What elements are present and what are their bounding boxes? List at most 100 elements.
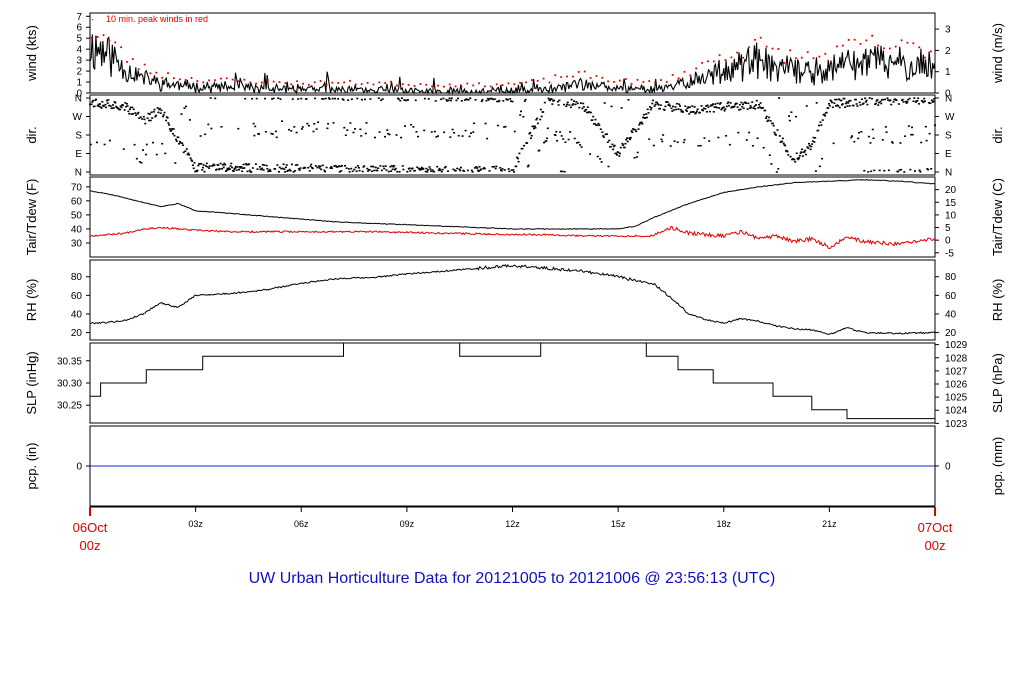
wind-dir-point (663, 109, 666, 111)
wind-dir-point (210, 127, 213, 130)
peak-wind-point (613, 81, 615, 83)
wind-dir-point (314, 97, 317, 100)
temp-panel (89, 176, 936, 258)
wind-dir-point (529, 132, 532, 134)
peak-wind-point (531, 79, 533, 81)
wind-dir-point (835, 98, 838, 101)
wind-dir-point (616, 154, 618, 156)
wind-dir-point (547, 97, 550, 100)
wind-dir-point (708, 140, 711, 142)
slp-left-tick-label: 30.25 (57, 401, 82, 412)
wind-dir-point (711, 104, 714, 107)
wind-dir-point (225, 170, 227, 172)
wind-dir-point (877, 104, 880, 106)
peak-wind-point (131, 58, 134, 60)
wind-dir-point (391, 168, 394, 171)
peak-wind-point (343, 81, 345, 84)
wind-dir-point (557, 104, 560, 106)
wind-dir-point (380, 99, 383, 102)
wind-dir-point (645, 113, 648, 115)
wind-dir-point (798, 155, 801, 157)
wind-left-tick-label: 7 (76, 12, 82, 23)
peak-wind-point (806, 51, 809, 54)
wind-dir-point (389, 165, 392, 168)
wind-dir-point (182, 151, 185, 154)
wind-dir-point (191, 160, 194, 162)
wind-dir-point (109, 105, 112, 107)
wind-dir-point (811, 143, 814, 145)
wind-dir-point (798, 157, 800, 159)
wind-dir-point (424, 170, 427, 173)
wind-dir-point (252, 122, 255, 125)
wind-dir-point (425, 167, 428, 170)
wind-dir-point (902, 101, 905, 103)
rh-left-label: RH (%) (24, 279, 39, 322)
wind-dir-point (170, 129, 173, 132)
wind-dir-point (738, 109, 741, 111)
wind-dir-point (320, 168, 323, 171)
wind-dir-point (831, 101, 834, 104)
wind-dir-point (775, 134, 777, 136)
peak-wind-point (501, 84, 504, 86)
temp-left-tick-label: 40 (71, 224, 83, 235)
wind-dir-point (235, 165, 237, 168)
wind-dir-point (530, 134, 533, 137)
wind-dir-point (319, 165, 322, 167)
slp-right-tick-label: 1027 (945, 366, 968, 377)
wind-dir-point (200, 163, 203, 165)
wind-dir-point (797, 158, 800, 161)
wind-dir-point (669, 145, 672, 147)
wind-dir-point (725, 135, 728, 137)
wind-dir-point (747, 102, 750, 105)
wind-dir-point (278, 171, 280, 173)
wind-dir-point (233, 168, 236, 171)
wind-dir-point (566, 103, 568, 106)
wind-dir-point (117, 107, 120, 110)
wind-dir-point (609, 145, 612, 148)
wind-dir-point (449, 136, 452, 138)
wind-dir-point (626, 140, 629, 143)
wind-dir-point (573, 137, 576, 140)
wind-dir-point (503, 169, 506, 171)
wind-dir-point (133, 143, 136, 146)
wind-dir-point (443, 131, 446, 134)
wind-dir-point (276, 164, 279, 166)
wind-dir-point (610, 105, 613, 108)
wind-dir-point (911, 133, 914, 136)
wind-dir-point (728, 104, 731, 107)
wind-dir-point (820, 124, 823, 126)
wind-dir-point (849, 99, 852, 102)
wind-dir-point (181, 144, 184, 146)
wind-dir-point (318, 167, 321, 169)
wind-dir-point (178, 140, 181, 143)
wind-dir-point (331, 167, 333, 169)
peak-wind-point (495, 83, 498, 86)
peak-wind-point (296, 80, 298, 83)
wind-dir-point (410, 123, 413, 126)
wind-dir-point (98, 105, 101, 108)
wind-dir-point (268, 168, 271, 171)
wind-dir-point (158, 107, 161, 110)
pcp-left-tick-label: 0 (76, 462, 82, 473)
wind-dir-point (807, 147, 810, 149)
wind-dir-point (556, 140, 559, 142)
wind-dir-point (517, 160, 520, 163)
wind-dir-point (765, 115, 768, 118)
wind-dir-point (175, 140, 178, 142)
wind-dir-point (500, 170, 503, 172)
wind-dir-point (274, 168, 277, 170)
wind-dir-point (480, 168, 482, 171)
peak-wind-point (607, 80, 609, 83)
wind-dir-point (570, 98, 573, 101)
peak-wind-point (636, 78, 639, 81)
wind-dir-point (599, 128, 602, 130)
wind-dir-point (463, 99, 466, 101)
peak-wind-point (114, 41, 117, 44)
peak-wind-point (102, 34, 105, 36)
wind-dir-point (776, 129, 779, 131)
wind-dir-point (889, 99, 892, 101)
wind-dir-point (479, 169, 482, 171)
wind-dir-point (236, 166, 239, 168)
wind-dir-point (866, 103, 869, 106)
